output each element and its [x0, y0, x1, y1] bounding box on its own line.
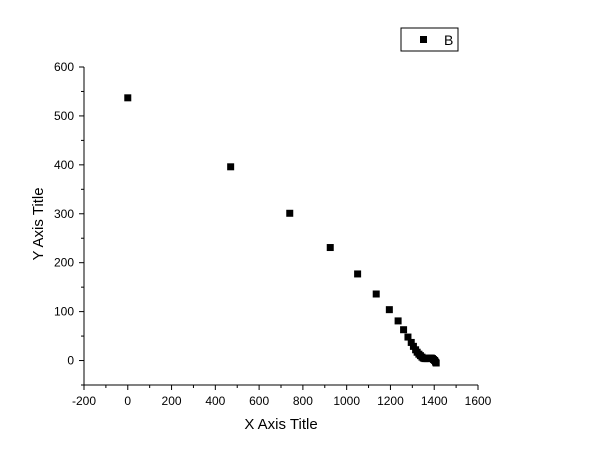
x-tick-label: 1200 [377, 394, 404, 408]
y-tick-label: 600 [54, 60, 74, 74]
y-tick-label: 100 [54, 305, 74, 319]
y-tick-label: 300 [54, 207, 74, 221]
x-tick-label: 600 [249, 394, 269, 408]
legend: B [400, 27, 459, 52]
legend-label: B [444, 32, 453, 48]
x-tick-label: 800 [293, 394, 313, 408]
plot-area [83, 67, 478, 386]
data-point [354, 270, 362, 278]
x-tick-label: -200 [72, 394, 96, 408]
x-tick-label: 1000 [333, 394, 360, 408]
x-tick-label: 0 [124, 394, 131, 408]
x-tick-label: 1400 [421, 394, 448, 408]
y-axis-title: Y Axis Title [30, 187, 47, 260]
data-point [432, 359, 440, 367]
y-tick-label: 500 [54, 109, 74, 123]
data-point [407, 338, 415, 346]
x-tick-label: 200 [162, 394, 182, 408]
data-point [227, 163, 235, 171]
data-point [326, 244, 334, 252]
legend-marker-square [420, 36, 427, 43]
data-point [400, 326, 408, 334]
x-tick-label: 400 [205, 394, 225, 408]
data-point [286, 209, 294, 217]
legend-box [400, 27, 459, 52]
data-point [394, 317, 402, 325]
data-point [372, 290, 380, 298]
data-point [404, 333, 412, 341]
data-point [124, 94, 132, 102]
y-axis-ticks: 0 100 200 300 400 500 600 [54, 60, 84, 386]
x-axis-title: X Axis Title [244, 416, 317, 433]
data-points [124, 94, 440, 367]
x-tick-label: 1600 [465, 394, 492, 408]
x-axis-ticks: -200 0 200 400 600 800 1000 1200 1400 1600 [72, 385, 492, 408]
data-point [385, 306, 393, 314]
y-tick-label: 200 [54, 256, 74, 270]
y-tick-label: 400 [54, 158, 74, 172]
y-tick-label: 0 [67, 354, 74, 368]
